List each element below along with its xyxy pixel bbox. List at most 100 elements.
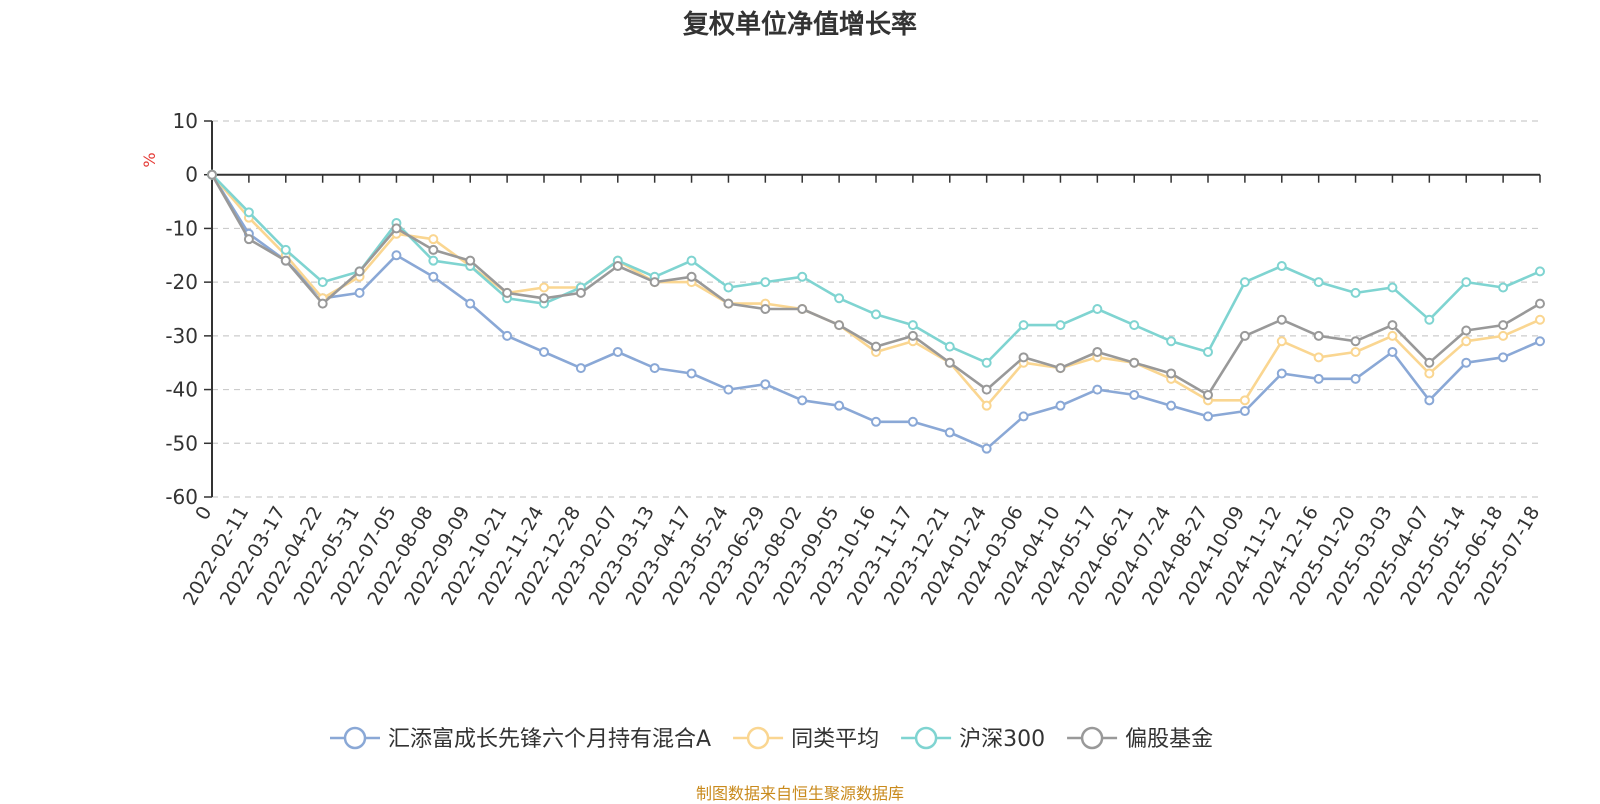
data-point [1387, 346, 1398, 357]
data-point [907, 330, 918, 341]
data-point [1461, 325, 1472, 336]
data-point [539, 346, 549, 357]
legend-swatch-marker [914, 726, 938, 750]
data-point [1313, 330, 1324, 341]
data-point [1461, 277, 1472, 288]
y-tick-label: 0 [185, 163, 198, 187]
data-point [834, 320, 845, 331]
data-point [539, 293, 549, 304]
grid-lines [212, 120, 1540, 498]
y-tick-label: -60 [165, 485, 198, 509]
data-point [1055, 400, 1066, 411]
data-point [907, 416, 918, 427]
data-point [1276, 368, 1287, 379]
data-point [760, 277, 771, 288]
series-line [211, 173, 1541, 364]
data-point [907, 320, 918, 331]
data-point [243, 207, 254, 218]
data-point [981, 400, 992, 411]
data-point [1461, 357, 1472, 368]
data-point [391, 223, 402, 234]
data-point [1498, 352, 1509, 363]
data-point [1166, 336, 1177, 347]
data-point [1387, 282, 1398, 293]
data-point [1276, 336, 1287, 347]
legend-label: 汇添富成长先锋六个月持有混合A [388, 727, 711, 752]
series-line [211, 173, 1541, 407]
data-point [502, 330, 513, 341]
series-lines [207, 169, 1545, 454]
data-point [723, 298, 734, 309]
data-point [1387, 320, 1398, 331]
data-point [981, 384, 992, 395]
y-axis-unit-label: % [140, 152, 159, 167]
data-point [1313, 352, 1324, 363]
data-point [649, 363, 660, 374]
data-point [1461, 336, 1472, 347]
data-point [797, 395, 808, 406]
data-point [1313, 277, 1324, 288]
data-point [575, 287, 586, 298]
data-point [760, 379, 771, 390]
data-point [944, 341, 955, 352]
data-point [1129, 357, 1140, 368]
data-point [981, 443, 992, 454]
data-point [465, 255, 476, 266]
data-point [280, 244, 291, 255]
data-point [1276, 314, 1287, 325]
data-point [317, 277, 328, 288]
data-point [243, 234, 254, 245]
data-point [1350, 287, 1361, 298]
x-tick-label: 0 [191, 503, 216, 524]
legend-swatch-marker [343, 726, 367, 750]
data-point [1350, 346, 1361, 357]
legend-label: 偏股基金 [1125, 727, 1213, 752]
data-point [428, 234, 439, 245]
data-point [981, 357, 992, 368]
data-point [686, 255, 697, 266]
data-point [1498, 330, 1509, 341]
data-point [1018, 352, 1029, 363]
y-tick-label: 10 [173, 109, 198, 133]
data-point [834, 293, 845, 304]
data-point [1387, 330, 1398, 341]
data-point [760, 304, 771, 314]
data-point [649, 277, 660, 288]
series-line [210, 174, 1541, 397]
legend-label: 沪深300 [959, 727, 1045, 752]
data-point [1129, 389, 1140, 400]
data-point [428, 255, 439, 266]
data-point [1424, 395, 1435, 406]
data-point [1018, 320, 1029, 331]
data-point [1424, 314, 1435, 325]
data-point [1166, 400, 1177, 411]
y-tick-label: -40 [165, 378, 198, 402]
data-point [944, 357, 955, 368]
data-point [1092, 346, 1103, 357]
data-point [1129, 320, 1140, 331]
data-point [1498, 282, 1509, 293]
chart-title: 复权单位净值增长率 [682, 10, 917, 40]
data-point [834, 400, 845, 411]
data-point [1535, 298, 1545, 309]
y-tick-label: -50 [165, 431, 198, 455]
data-point [280, 255, 291, 266]
data-point [539, 282, 549, 293]
data-point [1166, 368, 1177, 379]
data-point [871, 309, 881, 320]
data-point [1535, 266, 1545, 277]
data-point [723, 384, 734, 395]
data-point [354, 266, 365, 277]
legend: 汇添富成长先锋六个月持有混合A 同类平均 沪深300 偏股基金 [330, 726, 1213, 752]
legend-swatch-marker [746, 726, 770, 750]
data-point [686, 271, 697, 282]
data-point [1092, 304, 1103, 314]
data-point [944, 427, 955, 438]
data-point [1203, 411, 1213, 422]
source-note: 制图数据来自恒生聚源数据库 [695, 784, 904, 803]
data-point [391, 250, 402, 261]
data-point [1055, 363, 1066, 374]
data-point [1092, 384, 1103, 395]
data-point [1055, 320, 1066, 331]
